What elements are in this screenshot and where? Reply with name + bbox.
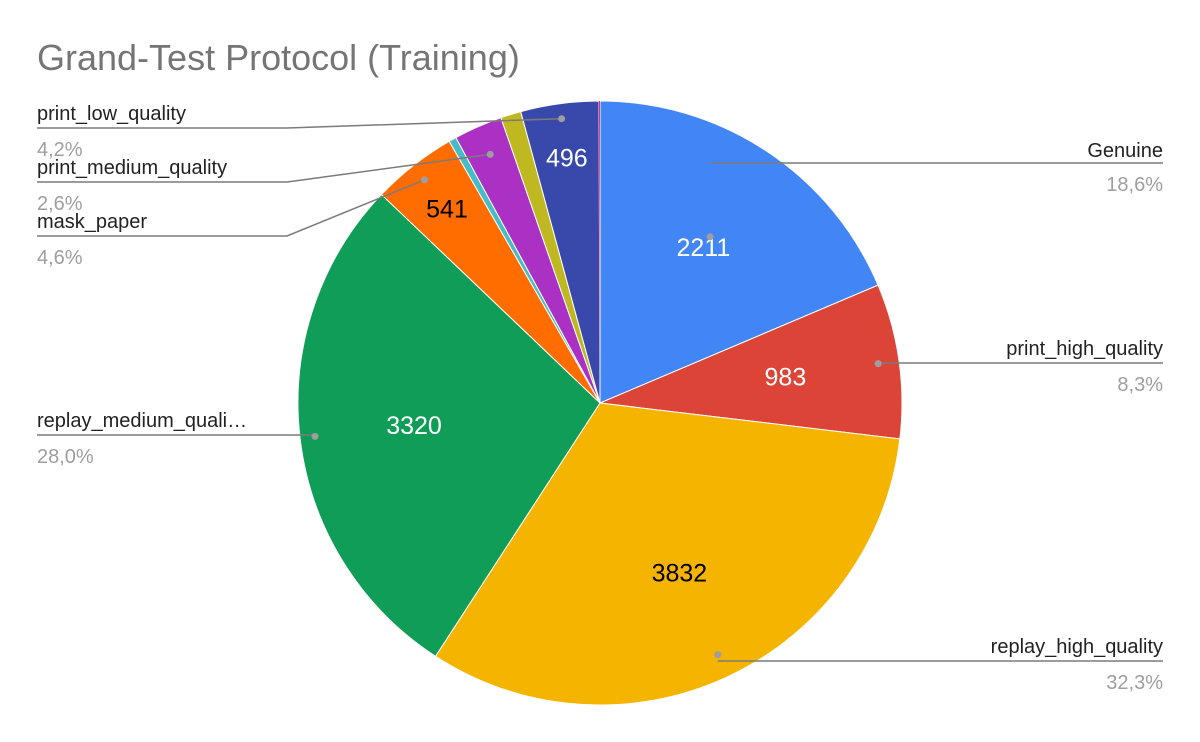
- pie-slice-replay-medium-quali: [297, 193, 601, 657]
- callout-name-print-high-quality: print_high_quality: [1006, 338, 1163, 360]
- callout-name-print-low-quality: print_low_quality: [37, 103, 186, 125]
- callout-percent-replay-high-quality: 32,3%: [1106, 672, 1163, 694]
- slice-value-print-low-quality: 496: [546, 145, 588, 173]
- callout-line-mask-paper: [37, 179, 425, 237]
- callout-percent-print-low-quality: 4,2%: [37, 139, 83, 161]
- callout-percent-print-medium-quality: 2,6%: [37, 193, 83, 215]
- callout-dot-genuine: [706, 233, 714, 241]
- callout-dot-replay-medium-quali: [311, 432, 319, 440]
- pie-slice-print-low-quality: [520, 100, 601, 404]
- pie-slice-slice-9: [599, 100, 600, 404]
- callout-name-replay-medium-quali: replay_medium_quali…: [37, 410, 247, 432]
- callout-dot-mask-paper: [421, 176, 429, 184]
- callout-name-print-medium-quality: print_medium_quality: [37, 157, 227, 179]
- callout-line-print-medium-quality: [37, 153, 491, 183]
- slice-callout-labels: Genuine 18,6% print_high_quality 8,3% replay…: [37, 103, 1163, 694]
- slice-value-replay-medium-quali: 3320: [386, 412, 442, 440]
- callout-percent-genuine: 18,6%: [1106, 174, 1163, 196]
- callout-dot-print-medium-quality: [486, 150, 494, 158]
- pie-slice-replay-high-quality: [434, 402, 901, 706]
- callout-dot-replay-high-quality: [714, 651, 722, 659]
- slice-value-replay-high-quality: 3832: [652, 560, 708, 588]
- callout-dot-print-high-quality: [874, 360, 882, 368]
- callout-dot-print-low-quality: [558, 115, 566, 123]
- slice-value-genuine: 2211: [677, 234, 731, 262]
- slice-value-mask-paper: 541: [426, 195, 468, 223]
- slice-value-print-high-quality: 983: [765, 364, 807, 392]
- callout-name-replay-high-quality: replay_high_quality: [991, 636, 1163, 658]
- chart-title: Grand-Test Protocol (Training): [37, 37, 520, 78]
- pie-slice-genuine: [599, 100, 879, 404]
- callout-percent-mask-paper: 4,6%: [37, 247, 83, 269]
- callout-percent-replay-medium-quali: 28,0%: [37, 446, 94, 468]
- callout-name-genuine: Genuine: [1087, 140, 1163, 162]
- pie-slice-print-high-quality: [598, 284, 903, 440]
- pie-slices: [297, 100, 903, 706]
- slice-value-labels: 2211 983 3832 3320 541 496: [386, 145, 806, 588]
- callout-name-mask-paper: mask_paper: [37, 211, 147, 233]
- callout-percent-print-high-quality: 8,3%: [1117, 374, 1163, 396]
- callout-line-print-low-quality: [37, 117, 562, 129]
